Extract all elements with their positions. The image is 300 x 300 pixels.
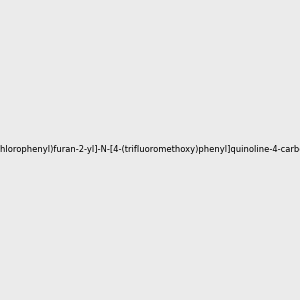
Text: 2-[5-(2-chlorophenyl)furan-2-yl]-N-[4-(trifluoromethoxy)phenyl]quinoline-4-carbo: 2-[5-(2-chlorophenyl)furan-2-yl]-N-[4-(t… [0, 146, 300, 154]
